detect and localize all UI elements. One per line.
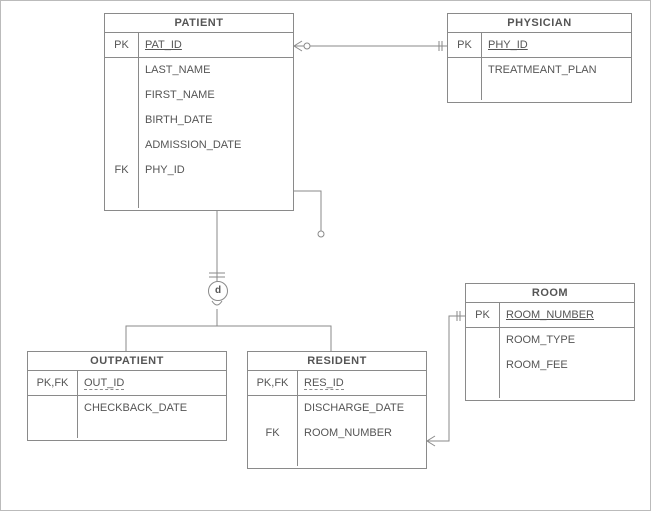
key-cell xyxy=(105,133,138,158)
entity-title: ROOM xyxy=(466,284,634,303)
attr-cell: PHY_ID xyxy=(482,33,631,58)
key-cell xyxy=(105,58,138,83)
key-cell: PK,FK xyxy=(248,371,297,396)
entity-title: PHYSICIAN xyxy=(448,14,631,33)
key-cell xyxy=(448,58,481,83)
er-diagram-canvas: PATIENT PK FK PAT_ID LAST_NAME FIRST_NAM… xyxy=(0,0,651,511)
key-cell xyxy=(248,396,297,421)
attr-cell: ROOM_NUMBER xyxy=(500,303,634,328)
key-cell xyxy=(466,328,499,353)
attr-cell: RES_ID xyxy=(298,371,426,396)
key-cell: FK xyxy=(105,158,138,183)
attr-cell: PAT_ID xyxy=(139,33,293,58)
attr-cell: CHECKBACK_DATE xyxy=(78,396,226,421)
entity-patient: PATIENT PK FK PAT_ID LAST_NAME FIRST_NAM… xyxy=(104,13,294,211)
key-cell xyxy=(466,353,499,378)
attr-cell: FIRST_NAME xyxy=(139,83,293,108)
attr-column: ROOM_NUMBER ROOM_TYPE ROOM_FEE xyxy=(500,303,634,398)
key-column: PK xyxy=(448,33,482,100)
attr-cell: ADMISSION_DATE xyxy=(139,133,293,158)
key-cell: PK xyxy=(448,33,481,58)
attr-cell: DISCHARGE_DATE xyxy=(298,396,426,421)
attr-cell: PHY_ID xyxy=(139,158,293,183)
entity-room: ROOM PK ROOM_NUMBER ROOM_TYPE ROOM_FEE xyxy=(465,283,635,401)
entity-body: PK ROOM_NUMBER ROOM_TYPE ROOM_FEE xyxy=(466,303,634,398)
key-cell: PK,FK xyxy=(28,371,77,396)
attr-cell: ROOM_NUMBER xyxy=(298,421,426,446)
attr-cell: ROOM_TYPE xyxy=(500,328,634,353)
entity-outpatient: OUTPATIENT PK,FK OUT_ID CHECKBACK_DATE xyxy=(27,351,227,441)
attr-column: PAT_ID LAST_NAME FIRST_NAME BIRTH_DATE A… xyxy=(139,33,293,208)
key-column: PK FK xyxy=(105,33,139,208)
entity-title: RESIDENT xyxy=(248,352,426,371)
key-column: PK,FK FK xyxy=(248,371,298,466)
entity-title: OUTPATIENT xyxy=(28,352,226,371)
attr-column: RES_ID DISCHARGE_DATE ROOM_NUMBER xyxy=(298,371,426,466)
entity-title: PATIENT xyxy=(105,14,293,33)
attr-text: OUT_ID xyxy=(84,377,124,390)
key-column: PK,FK xyxy=(28,371,78,438)
key-column: PK xyxy=(466,303,500,398)
key-cell xyxy=(105,83,138,108)
attr-text: RES_ID xyxy=(304,377,344,390)
attr-column: PHY_ID TREATMEANT_PLAN xyxy=(482,33,631,100)
key-cell xyxy=(105,108,138,133)
entity-resident: RESIDENT PK,FK FK RES_ID DISCHARGE_DATE … xyxy=(247,351,427,469)
entity-body: PK,FK OUT_ID CHECKBACK_DATE xyxy=(28,371,226,438)
entity-body: PK FK PAT_ID LAST_NAME FIRST_NAME BIRTH_… xyxy=(105,33,293,208)
key-cell: FK xyxy=(248,421,297,446)
entity-body: PK,FK FK RES_ID DISCHARGE_DATE ROOM_NUMB… xyxy=(248,371,426,466)
key-cell xyxy=(28,396,77,421)
key-cell: PK xyxy=(466,303,499,328)
key-cell: PK xyxy=(105,33,138,58)
attr-column: OUT_ID CHECKBACK_DATE xyxy=(78,371,226,438)
entity-physician: PHYSICIAN PK PHY_ID TREATMEANT_PLAN xyxy=(447,13,632,103)
inheritance-symbol: d xyxy=(208,281,228,301)
attr-cell: BIRTH_DATE xyxy=(139,108,293,133)
attr-cell: OUT_ID xyxy=(78,371,226,396)
entity-body: PK PHY_ID TREATMEANT_PLAN xyxy=(448,33,631,100)
attr-cell: ROOM_FEE xyxy=(500,353,634,378)
attr-cell: TREATMEANT_PLAN xyxy=(482,58,631,83)
attr-cell: LAST_NAME xyxy=(139,58,293,83)
